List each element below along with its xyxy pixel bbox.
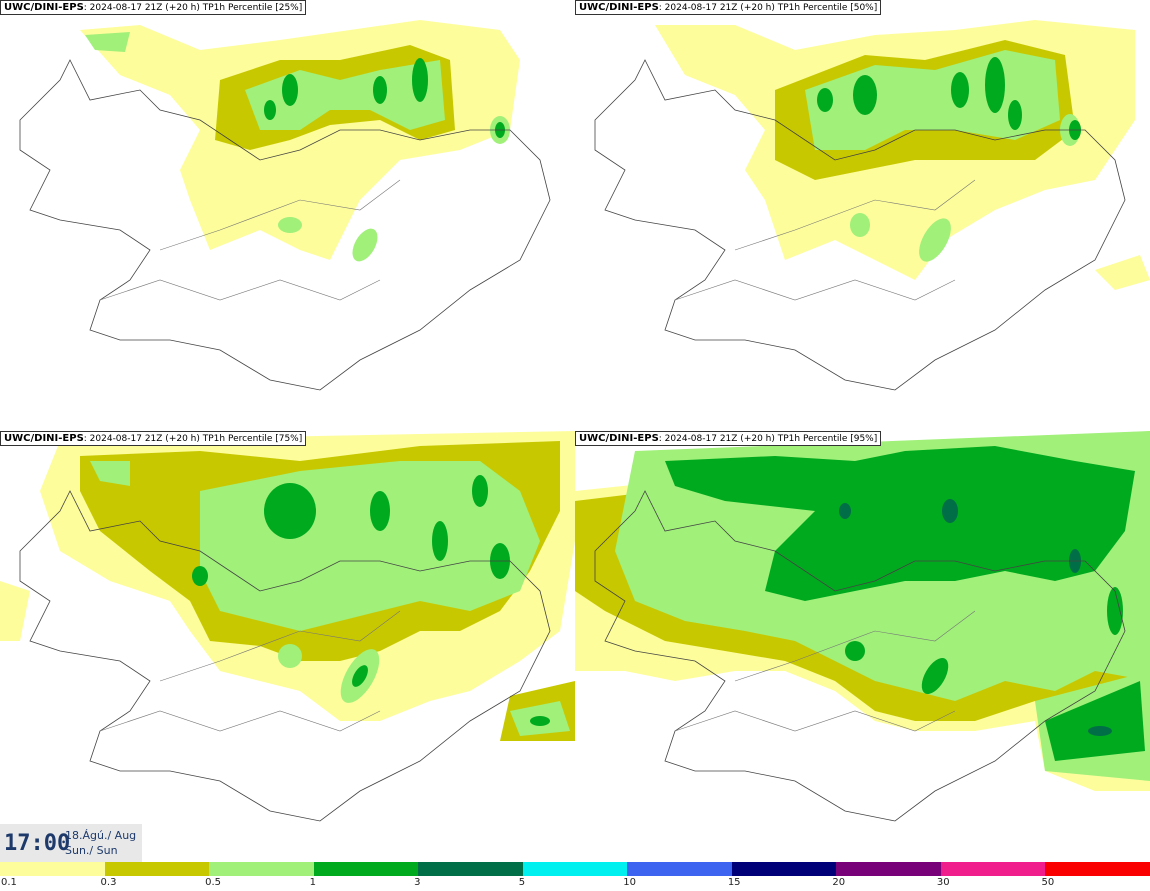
panel-title: UWC/DINI-EPS: 2024-08-17 21Z (+20 h) TP1… [575, 431, 882, 446]
panel-title: UWC/DINI-EPS: 2024-08-17 21Z (+20 h) TP1… [0, 0, 307, 15]
legend-ticks: 0.1 0.3 0.5 1 3 5 10 15 20 30 50 [0, 876, 1150, 890]
legend-tick-label: 30 [936, 877, 950, 888]
precip-map [0, 431, 575, 822]
map-panel-p50: UWC/DINI-EPS: 2024-08-17 21Z (+20 h) TP1… [575, 0, 1150, 431]
valid-weekday: Sun./ Sun [65, 844, 118, 857]
map-panel-p75: UWC/DINI-EPS: 2024-08-17 21Z (+20 h) TP1… [0, 431, 575, 862]
legend-swatch [0, 862, 105, 876]
legend-tick-label: 0.3 [100, 877, 117, 888]
legend-swatch [104, 862, 210, 876]
legend-swatch [1045, 862, 1150, 876]
legend-swatch [836, 862, 941, 876]
valid-time: 17:00 [4, 831, 71, 856]
precip-map [594, 20, 1150, 391]
map-panel-p25: UWC/DINI-EPS: 2024-08-17 21Z (+20 h) TP1… [0, 0, 575, 431]
legend-swatch [209, 862, 314, 876]
legend-swatch [940, 862, 1046, 876]
panel-title: UWC/DINI-EPS: 2024-08-17 21Z (+20 h) TP1… [0, 431, 307, 446]
legend-swatch [522, 862, 628, 876]
legend-swatch [418, 862, 523, 876]
legend-swatch [313, 862, 419, 876]
legend-tick-label: 0.5 [205, 877, 221, 888]
legend-tick-label: 10 [623, 877, 636, 888]
precip-map [575, 431, 1150, 822]
legend-tick-label: 5 [518, 877, 526, 888]
legend-tick-label: 0.1 [1, 877, 17, 888]
color-legend [0, 862, 1150, 876]
valid-time-box: 17:00 18.Ágú./ Aug Sun./ Sun [0, 824, 142, 862]
legend-swatch [731, 862, 837, 876]
panel-title: UWC/DINI-EPS: 2024-08-17 21Z (+20 h) TP1… [575, 0, 882, 15]
legend-tick-label: 50 [1041, 877, 1055, 888]
precip-map [19, 20, 551, 391]
legend-tick-label: 20 [832, 877, 846, 888]
map-panel-p95: UWC/DINI-EPS: 2024-08-17 21Z (+20 h) TP1… [575, 431, 1150, 862]
legend-tick-label: 1 [309, 877, 316, 888]
valid-date: 18.Ágú./ Aug [65, 829, 137, 842]
legend-tick-label: 3 [414, 877, 421, 888]
legend-tick-label: 15 [727, 877, 741, 888]
legend-swatch [627, 862, 732, 876]
